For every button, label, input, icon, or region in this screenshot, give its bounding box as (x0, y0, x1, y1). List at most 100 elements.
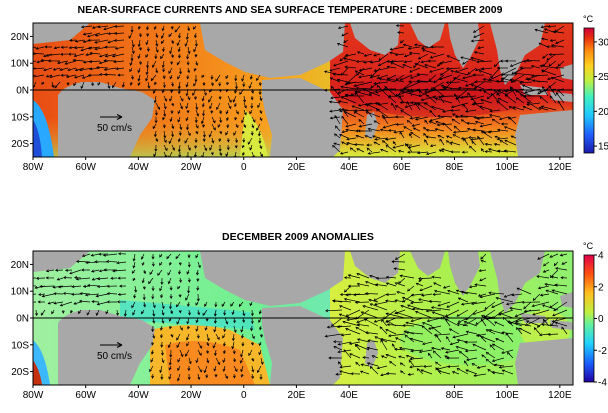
current-vector (561, 326, 568, 335)
current-vector (206, 341, 210, 347)
current-vector (140, 309, 145, 315)
current-vector (202, 130, 206, 138)
current-vector (539, 95, 549, 104)
current-vector (185, 81, 189, 88)
current-vector (243, 95, 247, 103)
current-vector (218, 81, 222, 87)
current-vector (150, 349, 154, 355)
current-vector (515, 97, 525, 104)
current-vector (491, 301, 505, 308)
current-vector (380, 373, 388, 377)
current-vector (259, 95, 263, 102)
current-vector (53, 292, 64, 296)
current-vector (98, 252, 109, 256)
colorbar-tick-label: 30 (598, 37, 608, 48)
current-vector (445, 67, 461, 71)
current-vector (223, 325, 227, 333)
current-vector (223, 309, 227, 316)
current-vector (250, 317, 254, 325)
current-vector (141, 277, 145, 284)
current-vector (204, 325, 208, 331)
current-vector (400, 370, 406, 375)
current-vector (360, 311, 379, 319)
current-vector (375, 276, 388, 280)
current-vector (91, 81, 95, 87)
current-vector (407, 46, 421, 50)
current-vector (549, 38, 557, 42)
x-tick-label: 0 (241, 162, 247, 173)
current-vector (504, 139, 517, 146)
scale-label-bottom: 50 cm/s (97, 351, 132, 362)
current-vector (372, 135, 381, 139)
current-vector (425, 151, 437, 156)
current-vector (420, 60, 429, 64)
current-vector (490, 67, 501, 79)
current-vector (468, 285, 478, 289)
current-vector (532, 79, 549, 83)
current-vector (258, 325, 262, 331)
current-vector (501, 369, 514, 375)
current-vector (54, 268, 64, 272)
current-vector (541, 85, 549, 97)
current-vector (333, 345, 343, 351)
current-vector (335, 372, 343, 376)
current-vector (358, 118, 365, 125)
current-vector (168, 67, 173, 74)
current-vector (152, 317, 156, 324)
current-vector (141, 261, 145, 266)
current-vector (480, 130, 493, 139)
current-vector (47, 301, 55, 305)
current-vector (167, 269, 172, 276)
current-vector (41, 293, 55, 298)
current-vector (67, 52, 77, 56)
current-vector (113, 38, 125, 42)
current-vector (340, 151, 349, 155)
current-vector (231, 341, 235, 350)
current-vector (414, 102, 421, 111)
current-vector (80, 25, 93, 29)
current-vector (33, 285, 37, 287)
y-tick-label: 10S (11, 112, 29, 123)
current-vector (398, 355, 406, 359)
current-vector (47, 59, 61, 63)
current-vector (512, 106, 525, 111)
current-vector (477, 135, 485, 146)
current-vector (39, 284, 55, 288)
current-vector (219, 109, 223, 115)
current-vector (375, 101, 389, 111)
x-tick-label: 20E (288, 390, 306, 401)
y-tick-label: 0N (16, 86, 29, 97)
current-vector (121, 81, 125, 88)
current-vector (186, 60, 190, 66)
current-vector (471, 140, 477, 146)
x-tick-label: 60W (75, 162, 96, 173)
current-vector (163, 102, 167, 110)
current-vector (160, 32, 165, 40)
current-vector (130, 25, 134, 33)
current-vector (394, 282, 406, 287)
current-vector (428, 352, 433, 359)
current-vector (95, 65, 109, 69)
current-vector (222, 357, 226, 363)
current-vector (424, 119, 429, 125)
current-vector (152, 301, 156, 309)
current-vector (98, 60, 109, 65)
current-vector (161, 25, 165, 32)
current-vector (503, 293, 514, 298)
current-vector (354, 300, 370, 304)
current-vector (541, 323, 559, 327)
current-vector (498, 312, 514, 319)
current-vector (386, 323, 406, 327)
current-vector (194, 95, 198, 101)
current-vector (442, 86, 461, 90)
current-vector (195, 60, 199, 66)
current-vector (554, 66, 565, 70)
current-vector (499, 73, 517, 77)
current-vector (162, 81, 166, 89)
current-vector (79, 67, 93, 72)
current-vector (410, 293, 424, 297)
current-vector (489, 344, 496, 351)
current-vector (546, 45, 557, 49)
current-vector (187, 130, 191, 137)
x-tick-label: 80E (446, 390, 464, 401)
